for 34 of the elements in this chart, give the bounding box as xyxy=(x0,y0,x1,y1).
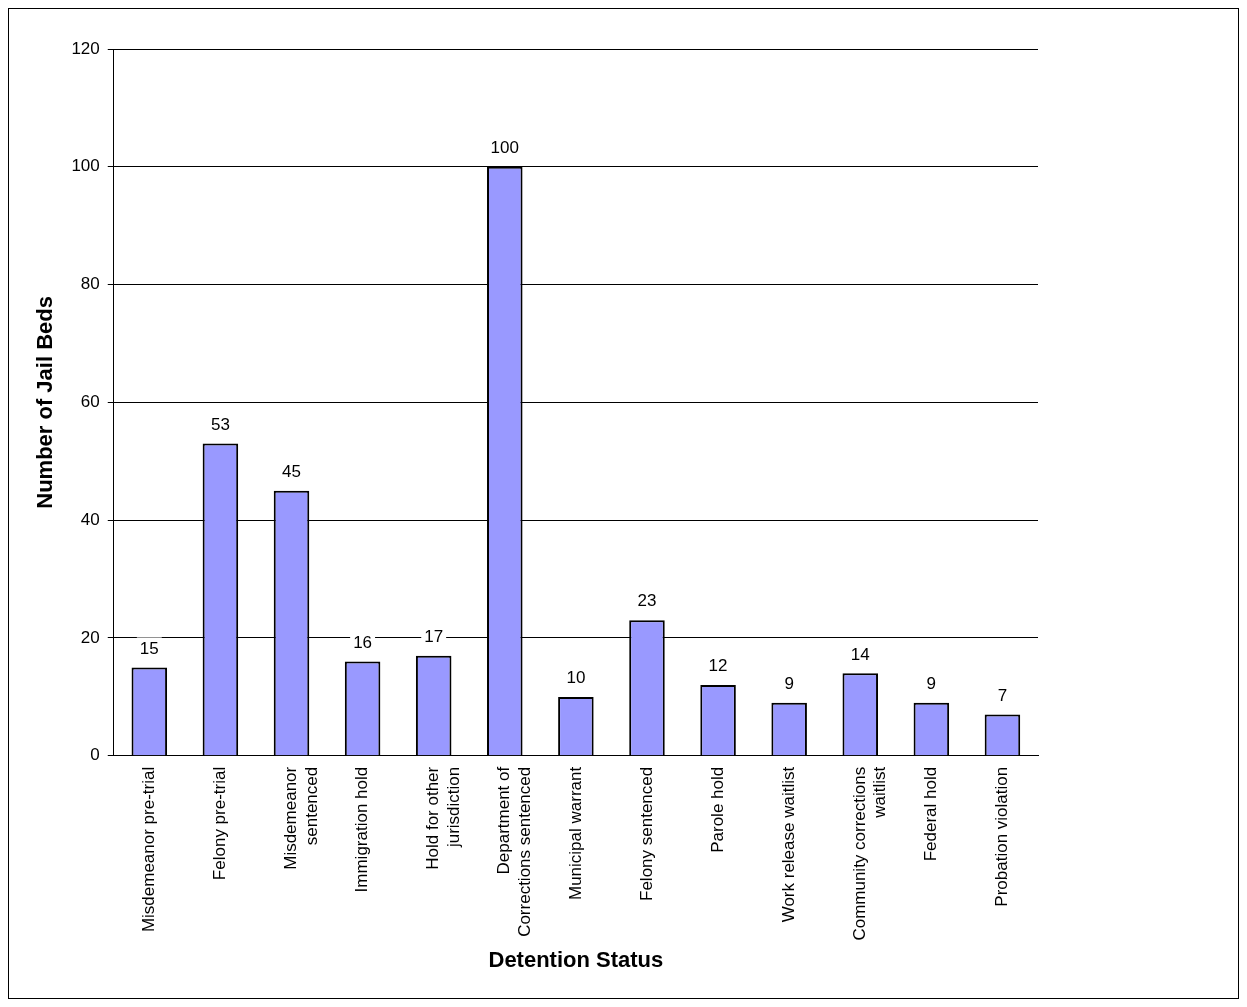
y-tick-label: 120 xyxy=(71,38,100,58)
data-label: 45 xyxy=(282,461,301,481)
x-tick-label: Immigration hold xyxy=(352,766,372,893)
x-tick-label: Hold for other jurisdiction xyxy=(423,766,463,870)
x-tick-label: Felony sentenced xyxy=(636,766,656,901)
y-tick-label: 60 xyxy=(80,392,100,412)
y-tick-label: 20 xyxy=(80,627,100,647)
data-label: 9 xyxy=(784,673,794,693)
data-label: 10 xyxy=(566,668,586,688)
x-tick-label: Municipal warrant xyxy=(565,766,585,901)
x-tick-label: Probation violation xyxy=(992,766,1012,907)
y-axis-title: Number of Jail Beds xyxy=(32,296,58,509)
data-label: 16 xyxy=(353,632,373,652)
y-tick-label: 40 xyxy=(80,509,100,529)
x-tick-label: Parole hold xyxy=(707,766,727,853)
x-tick-label: Felony pre-trial xyxy=(210,766,230,881)
data-label: 12 xyxy=(708,656,728,676)
x-tick-label: Misdemeanor sentenced xyxy=(281,766,321,870)
y-tick-label: 100 xyxy=(71,156,100,176)
data-label: 9 xyxy=(926,673,937,693)
y-tick-label: 80 xyxy=(80,274,100,294)
y-tick-label: 0 xyxy=(90,745,100,765)
x-tick-label: Work release waitlist xyxy=(778,766,798,923)
x-tick-label: Community corrections waitlist xyxy=(849,766,890,941)
data-label: 7 xyxy=(997,685,1008,705)
x-tick-label: Misdemeanor pre-trial xyxy=(139,766,158,933)
data-label: 17 xyxy=(424,626,444,646)
data-label: 100 xyxy=(490,137,519,157)
data-label: 14 xyxy=(850,644,870,664)
data-label: 23 xyxy=(637,591,657,611)
x-tick-label: Federal hold xyxy=(921,766,941,862)
data-label: 53 xyxy=(210,414,230,434)
x-axis-title: Detention Status xyxy=(488,946,664,972)
data-label: 15 xyxy=(139,638,159,658)
